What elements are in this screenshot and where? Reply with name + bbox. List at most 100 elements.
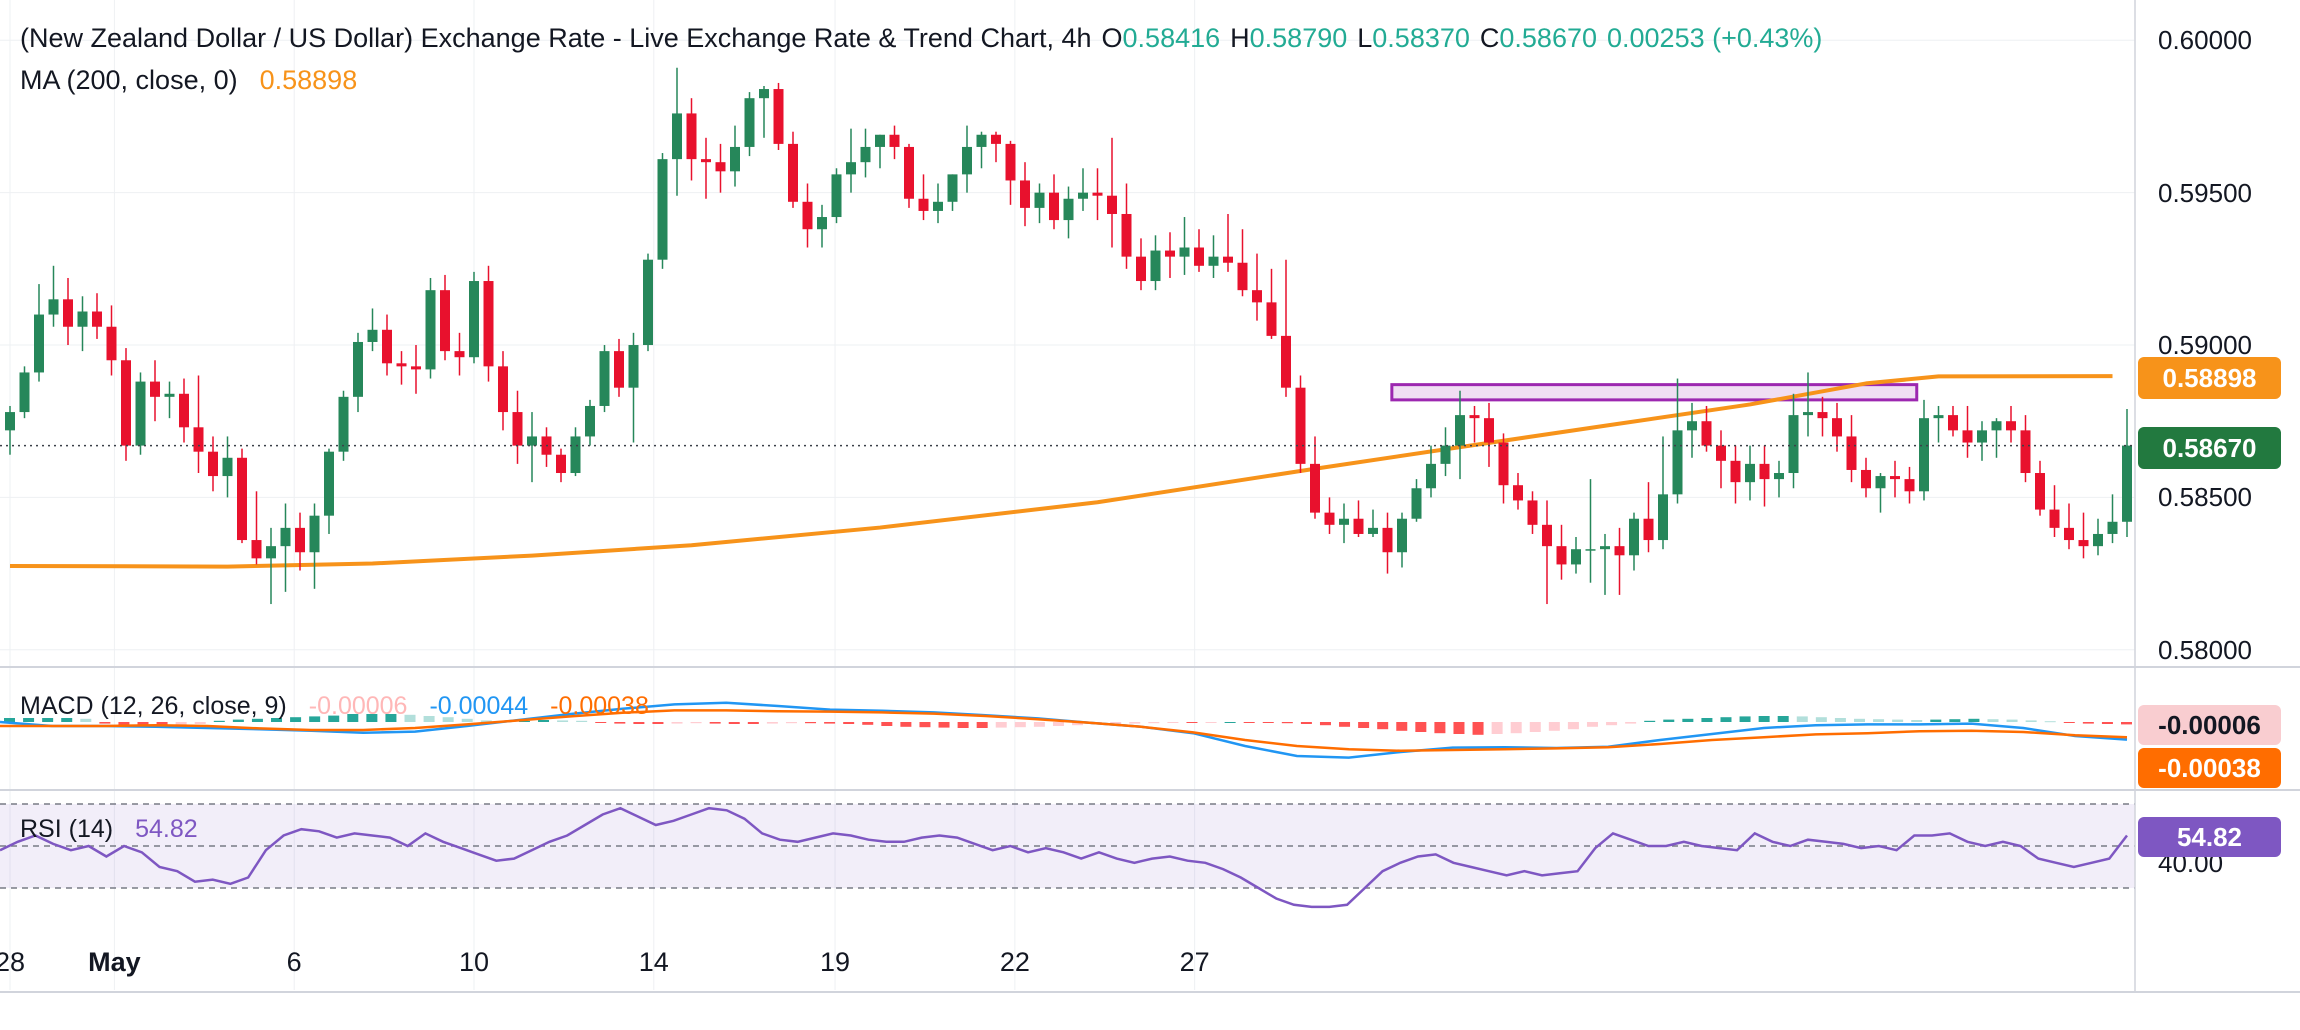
candle-down	[1266, 302, 1277, 336]
candle-down	[1107, 195, 1117, 214]
y-tick-label: 0.60000	[2158, 25, 2252, 56]
macd-hist-bar	[1072, 722, 1084, 726]
y-tick-label: 0.59000	[2158, 330, 2252, 361]
macd-hist-bar	[1777, 716, 1789, 722]
ma-legend[interactable]: MA (200, close, 0) 0.58898	[20, 64, 357, 96]
macd-hist-bar	[213, 720, 225, 722]
macd-signal-value: -0.00038	[550, 692, 649, 720]
candle-down	[1513, 485, 1523, 501]
candle-down	[1020, 180, 1030, 208]
macd-hist-bar	[2101, 722, 2113, 724]
macd-hist-bar	[1110, 722, 1122, 724]
macd-pane	[0, 701, 2132, 759]
candle-down	[889, 134, 900, 147]
candle-down	[1252, 290, 1262, 303]
macd-hist-bar	[423, 716, 435, 722]
y-tick-label: 0.58000	[2158, 634, 2252, 665]
candle-up	[759, 89, 769, 99]
candle-up	[1991, 421, 2002, 431]
candle-up	[34, 314, 44, 373]
macd-hist-bar	[995, 722, 1007, 728]
rsi-line	[0, 806, 2128, 909]
macd-hist-bar	[1453, 722, 1465, 734]
macd-hist-bar	[538, 720, 550, 722]
macd-hist-bar	[290, 717, 302, 722]
candle-down	[1295, 387, 1306, 464]
candle-down	[150, 381, 160, 397]
candle-down	[614, 351, 624, 388]
macd-hist-bar	[271, 718, 283, 722]
ma200-layer	[9, 374, 2113, 569]
macd-hist-bar	[671, 722, 683, 724]
macd-signal-line	[0, 709, 2128, 753]
macd-hist-bar	[614, 722, 626, 724]
candle-down	[440, 290, 450, 352]
rsi-legend-value: 54.82	[135, 815, 198, 843]
macd-hist-bar	[1663, 719, 1675, 722]
macd-hist-bar	[1033, 722, 1045, 727]
macd-hist-bar	[442, 717, 454, 722]
candle-down	[715, 162, 726, 172]
candle-down	[1092, 192, 1103, 196]
x-tick-label: 28	[0, 947, 26, 977]
macd-hist-bar	[328, 715, 340, 722]
macd-hist-bar	[1205, 722, 1217, 723]
macd-hist-tag: -0.00006	[2138, 705, 2281, 745]
rsi-legend[interactable]: RSI (14) 54.82	[20, 813, 198, 845]
low-label: L	[1357, 23, 1373, 53]
macd-hist-bar	[347, 714, 359, 722]
macd-hist-bar	[1224, 722, 1236, 723]
candle-up	[266, 546, 276, 559]
x-tick-label: 27	[1179, 947, 1210, 977]
macd-hist-bar	[595, 722, 607, 723]
candle-down	[1237, 262, 1248, 291]
open-value: 0.58416	[1122, 23, 1221, 53]
candle-up	[338, 396, 349, 452]
macd-hist-bar	[80, 718, 92, 722]
candle-up	[1687, 421, 1697, 431]
macd-hist-bar	[385, 714, 397, 722]
candle-down	[2049, 509, 2060, 528]
candle-down	[701, 159, 711, 163]
candle-down	[1832, 418, 1842, 437]
macd-legend[interactable]: MACD (12, 26, close, 9) -0.00006 -0.00044-…	[20, 690, 649, 722]
low-value: 0.58370	[1372, 23, 1470, 53]
open-label: O	[1101, 23, 1123, 53]
candle-up	[1745, 463, 1755, 483]
candle-down	[1484, 418, 1494, 443]
macd-hist-bar	[1625, 722, 1637, 724]
candle-up	[1571, 549, 1581, 565]
macd-hist-bar	[2025, 720, 2037, 722]
candle-down	[106, 326, 117, 361]
candle-up	[164, 393, 175, 397]
candle-up	[48, 299, 59, 315]
macd-hist-bar	[1186, 722, 1198, 723]
candle-up	[1875, 476, 1886, 489]
candle-down	[454, 351, 465, 358]
candle-up	[1150, 250, 1161, 282]
macd-hist-bar	[1396, 722, 1408, 731]
candle-down	[2064, 527, 2074, 541]
macd-line-value: -0.00044	[429, 692, 529, 720]
candle-down	[1005, 143, 1016, 181]
macd-hist-bar	[1148, 722, 1160, 724]
candle-up	[1034, 192, 1045, 208]
macd-hist-bar	[61, 718, 73, 722]
macd-hist-bar	[2063, 722, 2075, 723]
macd-hist-bar	[137, 722, 149, 726]
candle-up	[875, 134, 885, 147]
candle-up	[367, 329, 378, 342]
macd-hist-bar	[2082, 722, 2094, 724]
macd-hist-bar	[690, 722, 702, 724]
candle-down	[2035, 473, 2045, 510]
x-tick-label: 19	[820, 947, 851, 977]
macd-hist-bar	[1739, 716, 1751, 722]
macd-hist-bar	[118, 722, 130, 726]
macd-hist-bar	[1262, 722, 1274, 723]
candle-up	[1440, 445, 1451, 464]
candle-down	[1904, 479, 1915, 492]
macd-hist-bar	[557, 720, 569, 722]
macd-hist-bar	[1129, 722, 1141, 724]
candle-up	[2093, 533, 2103, 547]
macd-hist-bar	[1644, 720, 1656, 722]
